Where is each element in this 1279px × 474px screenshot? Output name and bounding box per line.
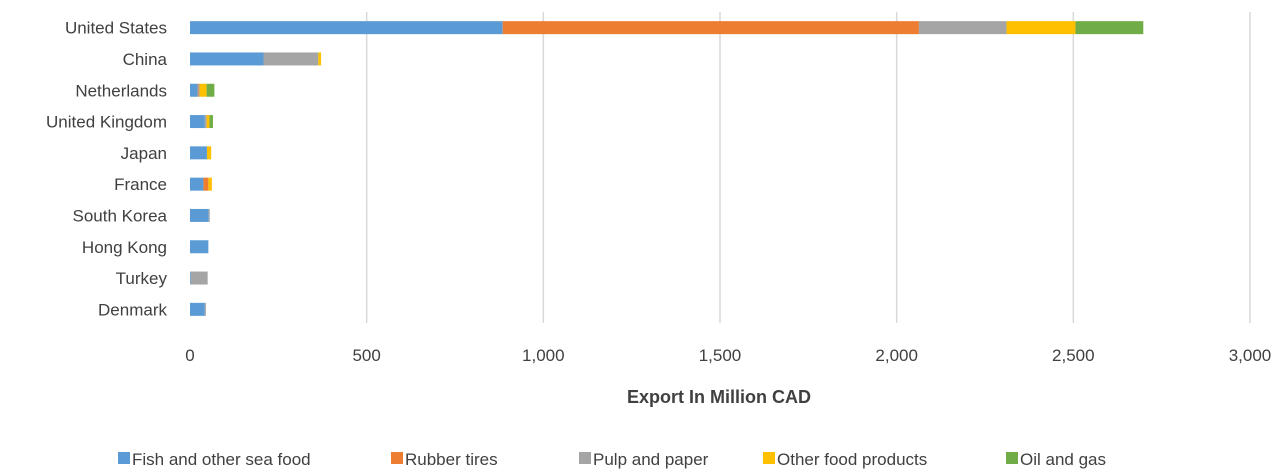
legend-label: Fish and other sea food bbox=[132, 450, 311, 469]
bar-segment bbox=[190, 83, 198, 97]
bar-segment bbox=[263, 52, 319, 66]
gridlines bbox=[365, 12, 1251, 323]
legend-label: Oil and gas bbox=[1020, 450, 1106, 469]
category-label: South Korea bbox=[72, 206, 167, 225]
category-label: United States bbox=[65, 19, 167, 38]
bar-segment bbox=[190, 177, 204, 191]
x-tick-label: 1,000 bbox=[522, 346, 565, 365]
bar-segment bbox=[502, 21, 919, 35]
category-label: China bbox=[123, 50, 168, 69]
bar-segment bbox=[208, 177, 212, 191]
bar-segment bbox=[203, 177, 209, 191]
bar-segment bbox=[1006, 21, 1076, 35]
bar-segment bbox=[190, 208, 209, 222]
category-label: Hong Kong bbox=[82, 238, 167, 257]
x-tick-labels: 0 500 1,000 1,500 2,000 2,500 3,000 bbox=[185, 346, 1271, 365]
x-tick-label: 2,500 bbox=[1052, 346, 1095, 365]
legend-label: Pulp and paper bbox=[593, 450, 709, 469]
category-label: Netherlands bbox=[75, 81, 167, 100]
bar-segment bbox=[198, 83, 200, 97]
bar-segment bbox=[918, 21, 1007, 35]
legend-swatch bbox=[118, 452, 130, 464]
x-tick-label: 1,500 bbox=[699, 346, 742, 365]
bar-segment bbox=[190, 52, 264, 66]
x-tick-label: 3,000 bbox=[1229, 346, 1272, 365]
legend-swatch bbox=[579, 452, 591, 464]
category-labels: United States China Netherlands United King… bbox=[46, 19, 168, 320]
category-label: Denmark bbox=[98, 300, 167, 319]
category-label: France bbox=[114, 175, 167, 194]
bar-segment bbox=[206, 115, 210, 129]
bar-segment bbox=[190, 146, 207, 160]
category-label: Turkey bbox=[116, 269, 168, 288]
bar-segment bbox=[197, 83, 199, 97]
legend-swatch bbox=[391, 452, 403, 464]
bar-segment bbox=[206, 146, 212, 160]
legend: Fish and other sea food Rubber tires Pulp … bbox=[118, 450, 1106, 469]
bar-segment bbox=[190, 271, 191, 285]
legend-swatch bbox=[763, 452, 775, 464]
legend-label: Rubber tires bbox=[405, 450, 498, 469]
bar-segment bbox=[1075, 21, 1144, 35]
bar-segment bbox=[190, 21, 503, 35]
bar-segment bbox=[190, 240, 209, 254]
bar-segment bbox=[190, 115, 205, 129]
x-tick-label: 500 bbox=[352, 346, 380, 365]
x-tick-label: 0 bbox=[185, 346, 194, 365]
bar-segment bbox=[206, 83, 215, 97]
category-label: Japan bbox=[121, 144, 167, 163]
bar-segment bbox=[199, 83, 207, 97]
bar-segment bbox=[204, 115, 207, 129]
bar-segment bbox=[190, 302, 205, 316]
legend-label: Other food products bbox=[777, 450, 927, 469]
bar-segment bbox=[209, 115, 213, 129]
legend-swatch bbox=[1006, 452, 1018, 464]
bar-segment bbox=[204, 302, 206, 316]
x-tick-label: 2,000 bbox=[875, 346, 918, 365]
bar-segment bbox=[190, 271, 208, 285]
bar-segment bbox=[318, 52, 322, 66]
category-label: United Kingdom bbox=[46, 113, 167, 132]
bars bbox=[190, 21, 1144, 316]
x-axis-title: Export In Million CAD bbox=[627, 387, 811, 407]
bar-segment bbox=[208, 208, 210, 222]
